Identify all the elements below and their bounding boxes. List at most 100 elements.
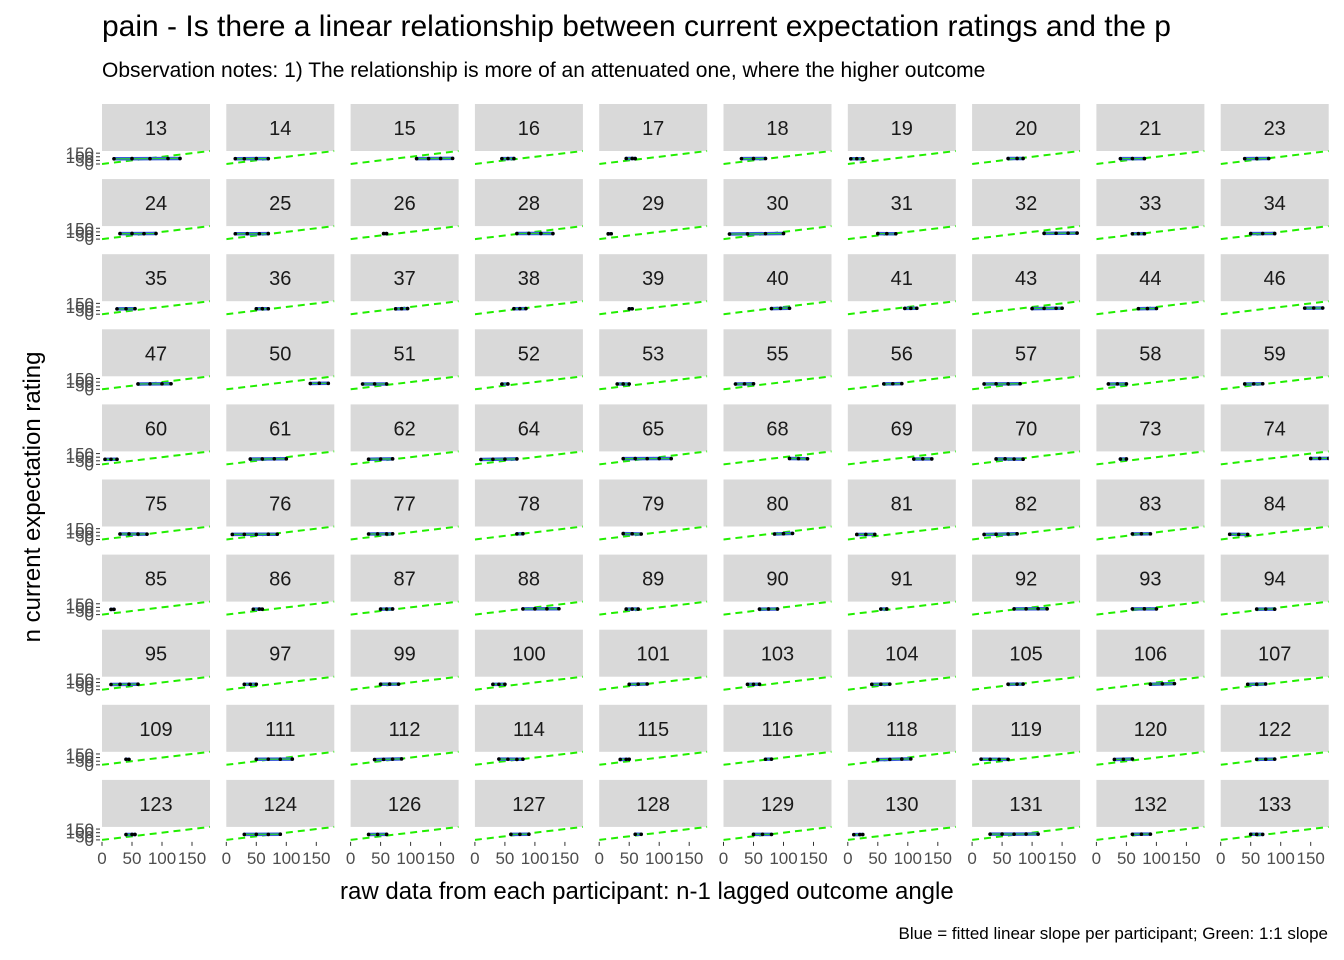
- facet-strip: [1220, 554, 1329, 602]
- panel-area: [102, 600, 210, 616]
- data-point: [1054, 231, 1058, 236]
- facet-strip: [1220, 104, 1329, 151]
- y-tick-label: 0: [85, 531, 94, 550]
- identity-line: [847, 525, 956, 541]
- data-point: [1024, 607, 1028, 611]
- data-point: [870, 682, 874, 687]
- facet-panel: 32: [972, 179, 1081, 241]
- facet-strip-label: 46: [1264, 268, 1286, 290]
- identity-line: [1096, 750, 1205, 766]
- data-point: [909, 306, 913, 311]
- data-point: [497, 682, 501, 687]
- facet-panel: 46: [1220, 254, 1329, 316]
- panel-area: [1220, 300, 1329, 316]
- panel-area: [972, 675, 1081, 691]
- facet-strip: [350, 629, 459, 677]
- x-axis: 0 50 100 150: [97, 841, 206, 868]
- data-point: [1142, 607, 1147, 611]
- facet-strip: [226, 179, 335, 227]
- data-point: [405, 306, 410, 311]
- data-point: [645, 456, 649, 461]
- data-point: [852, 832, 856, 837]
- data-point: [639, 532, 643, 536]
- data-point: [254, 682, 259, 687]
- facet-strip-label: 50: [269, 343, 291, 365]
- panel-area: [972, 375, 1081, 391]
- data-point: [994, 532, 998, 537]
- data-point: [1115, 382, 1120, 386]
- data-point: [1060, 306, 1064, 311]
- facet-strip-label: 33: [1139, 193, 1161, 215]
- data-point: [1012, 832, 1016, 836]
- data-point: [727, 232, 732, 236]
- facet-strip: [972, 404, 1081, 452]
- facet-panel: 30: [723, 179, 832, 241]
- data-point: [142, 231, 146, 236]
- facet-panel: 115: [599, 704, 708, 766]
- panel-area: [1220, 675, 1329, 691]
- data-point: [515, 757, 519, 762]
- identity-line: [972, 525, 1081, 541]
- identity-line: [350, 825, 459, 841]
- panel-area: [723, 450, 832, 466]
- fit-overlay-line: [374, 758, 402, 761]
- facet-strip-label: 106: [1134, 644, 1167, 666]
- data-point: [278, 832, 283, 836]
- panel-area: [972, 600, 1081, 616]
- data-point: [627, 307, 631, 311]
- panel-area: [599, 225, 708, 241]
- data-point: [242, 532, 247, 537]
- identity-line: [723, 375, 832, 391]
- x-tick-label: 0: [346, 849, 355, 868]
- facet-strip-label: 82: [1015, 494, 1037, 516]
- facet-strip-label: 132: [1134, 794, 1167, 816]
- facet-strip: [599, 629, 708, 677]
- data-point: [1006, 682, 1010, 687]
- fit-overlay-line: [480, 458, 517, 461]
- facet-strip-label: 59: [1264, 343, 1286, 365]
- data-point: [127, 682, 131, 687]
- data-point: [326, 381, 331, 386]
- panel-area: [847, 825, 956, 841]
- facet-strip: [723, 179, 832, 227]
- facet-strip: [350, 479, 459, 527]
- facet-strip-label: 88: [518, 569, 540, 591]
- facet-strip: [972, 704, 1081, 752]
- facet-strip-label: 87: [393, 569, 415, 591]
- identity-line: [350, 150, 459, 165]
- data-point: [627, 382, 631, 386]
- facet-strip-label: 13: [145, 118, 167, 140]
- facet-strip: [972, 254, 1081, 302]
- data-point: [879, 607, 883, 611]
- facet-panel: 51: [350, 329, 459, 391]
- data-point: [1106, 382, 1111, 386]
- panel-area: [474, 150, 583, 165]
- data-point: [1006, 532, 1010, 536]
- data-point: [994, 457, 998, 461]
- data-point: [1139, 531, 1144, 536]
- facet-strip: [474, 254, 583, 302]
- chart-caption: Blue = fitted linear slope per participa…: [898, 924, 1328, 943]
- identity-line: [102, 300, 210, 316]
- facet-strip-label: 15: [393, 118, 415, 140]
- data-point: [130, 231, 134, 236]
- facet-panel: 59: [1220, 329, 1329, 391]
- data-point: [855, 156, 859, 161]
- identity-line: [847, 675, 956, 691]
- data-point: [378, 457, 383, 461]
- facet-strip: [972, 554, 1081, 602]
- data-point: [242, 157, 247, 161]
- data-point: [778, 306, 783, 311]
- identity-line: [474, 675, 583, 691]
- data-point: [1130, 832, 1135, 837]
- data-point: [915, 306, 919, 311]
- facet-panel: 128 0 50 100 150: [594, 779, 708, 868]
- facet-panel: 40: [723, 254, 832, 316]
- facet-panel: 33: [1096, 179, 1205, 241]
- data-point: [1142, 231, 1147, 236]
- y-tick-label: 150: [66, 745, 94, 764]
- facet-strip: [723, 479, 832, 527]
- panel-area: [723, 675, 832, 691]
- identity-line: [723, 675, 832, 691]
